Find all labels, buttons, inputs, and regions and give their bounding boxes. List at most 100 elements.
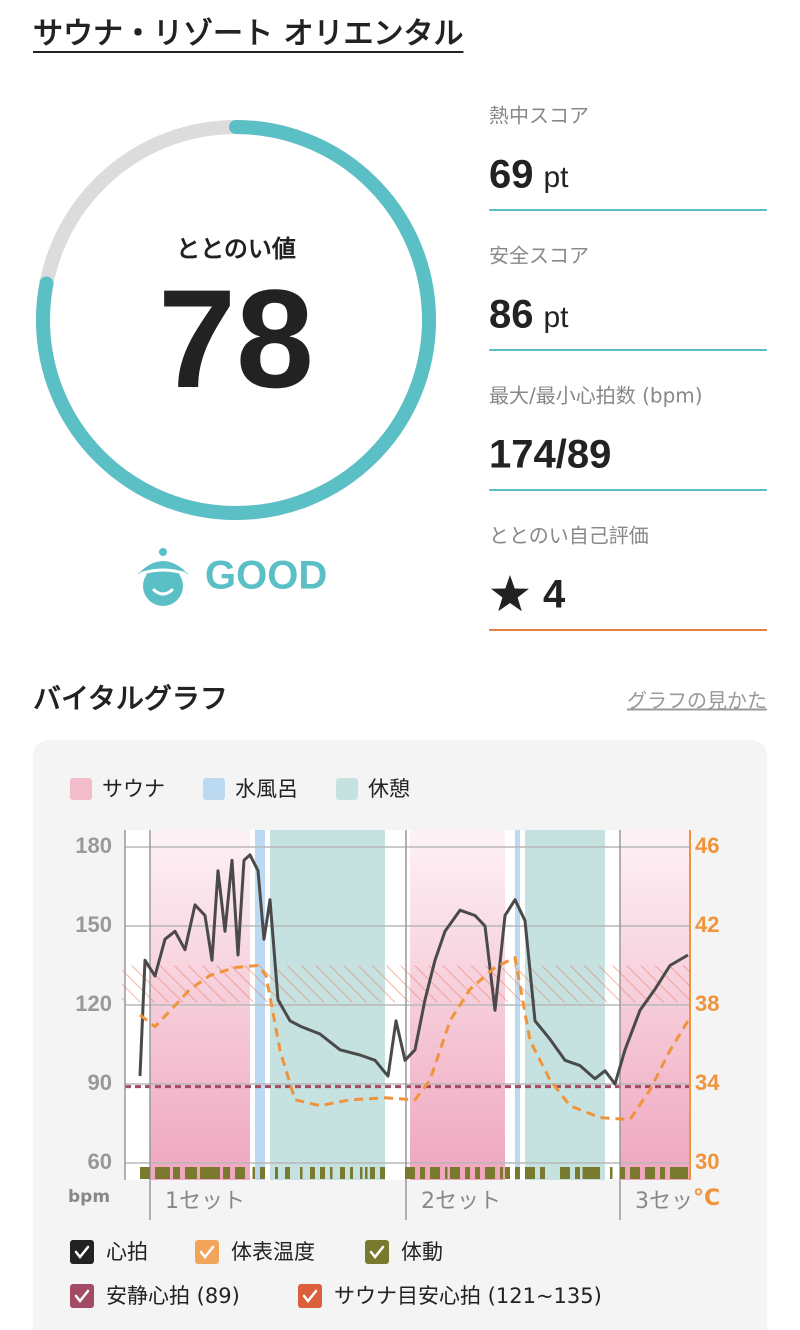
activity-bar: [260, 1167, 265, 1179]
series-line: [139, 956, 690, 1121]
activity-bar: [450, 1167, 460, 1179]
legend-checkbox[interactable]: [365, 1240, 389, 1264]
activity-bar: [200, 1167, 220, 1179]
legend-checkbox[interactable]: [298, 1284, 322, 1308]
activity-bar: [185, 1167, 197, 1179]
activity-bar: [505, 1167, 510, 1179]
activity-bar: [485, 1167, 495, 1179]
activity-bar: [350, 1167, 353, 1179]
set-label: 2セット: [421, 1189, 501, 1214]
help-link[interactable]: グラフの見かた: [627, 689, 767, 713]
activity-bar: [370, 1167, 375, 1179]
activity-bar: [235, 1167, 245, 1179]
zone-swatch: [70, 778, 92, 800]
rating-icon: [138, 548, 188, 606]
activity-bar: [173, 1167, 180, 1179]
stat-value: 69: [489, 153, 534, 197]
activity-bar: [445, 1167, 448, 1179]
activity-bar: [340, 1167, 345, 1179]
stat-unit: pt: [544, 301, 570, 334]
y-tick-label: 60: [88, 1149, 112, 1174]
activity-bar: [252, 1167, 255, 1179]
stat-label: 安全スコア: [489, 244, 589, 268]
legend-label: 体動: [401, 1240, 443, 1264]
gauge-value: 78: [158, 260, 314, 417]
activity-bar: [670, 1167, 688, 1179]
activity-bar: [515, 1167, 520, 1179]
checkbox-box: [195, 1240, 219, 1264]
zone-swatch: [203, 778, 225, 800]
gauge-label: ととのい値: [176, 235, 296, 263]
activity-bar: [275, 1167, 278, 1179]
stat-label: 熱中スコア: [489, 104, 589, 128]
checkbox-check: [74, 1289, 90, 1304]
activity-bar: [405, 1167, 415, 1179]
page-title: サウナ・リゾート オリエンタル: [33, 17, 463, 52]
y-tick-label: 180: [75, 833, 112, 858]
activity-bar: [540, 1167, 545, 1179]
section-title: バイタルグラフ: [33, 682, 228, 715]
zone-legend: サウナ: [102, 777, 165, 801]
stat-label: 最大/最小心拍数 (bpm): [489, 384, 703, 408]
activity-bar: [140, 1167, 150, 1179]
activity-bar: [430, 1167, 440, 1179]
checkbox-box: [298, 1284, 322, 1308]
y2-tick-label: 34: [695, 1070, 720, 1095]
activity-bar: [380, 1167, 385, 1179]
y2-tick-label: 38: [695, 991, 719, 1016]
activity-bar: [575, 1167, 580, 1179]
checkbox-check: [369, 1245, 385, 1260]
set-label: 3セット: [635, 1189, 715, 1214]
y2-tick-label: 30: [695, 1149, 719, 1174]
y-tick-label: 120: [75, 991, 112, 1016]
legend-label: 安静心拍 (89): [106, 1284, 240, 1308]
activity-bar: [300, 1167, 303, 1179]
y-tick-label: 150: [75, 912, 112, 937]
activity-bar: [310, 1167, 315, 1179]
legend-checkbox[interactable]: [70, 1240, 94, 1264]
activity-bar: [630, 1167, 640, 1179]
legend-label: サウナ目安心拍 (121~135): [334, 1284, 602, 1308]
gauge-arc: [36, 120, 436, 520]
gauge-rating: GOOD: [205, 554, 327, 598]
activity-bar: [155, 1167, 170, 1179]
activity-bar: [330, 1167, 333, 1179]
legend-checkbox[interactable]: [70, 1284, 94, 1308]
zone-swatch: [336, 778, 358, 800]
activity-bar: [223, 1167, 230, 1179]
y2-axis-unit: °C: [693, 1186, 720, 1211]
activity-bar: [582, 1167, 600, 1179]
y2-tick-label: 42: [695, 912, 719, 937]
checkbox-box: [365, 1240, 389, 1264]
zone-legend: 休憩: [368, 777, 410, 801]
set-labels: 1セット 2セット 3セット: [165, 1189, 715, 1214]
activity-bar: [360, 1167, 363, 1179]
activity-bar: [500, 1167, 503, 1179]
activity-bar: [365, 1167, 368, 1179]
activity-bar: [560, 1167, 570, 1179]
stat-value: 4: [543, 573, 566, 617]
activity-bar: [620, 1167, 625, 1179]
stat-value: 174/89: [489, 433, 611, 477]
y-tick-label: 90: [88, 1070, 112, 1095]
y2-tick-label: 46: [695, 833, 719, 858]
activity-bar: [285, 1167, 290, 1179]
legend-label: 体表温度: [231, 1240, 315, 1264]
set-label: 1セット: [165, 1189, 245, 1214]
checkbox-box: [70, 1284, 94, 1308]
checkbox-check: [302, 1289, 318, 1304]
stat-unit: pt: [544, 161, 570, 194]
series-line: [138, 853, 689, 1086]
activity-bar: [660, 1167, 665, 1179]
star-icon: [491, 575, 529, 612]
legend-checkbox[interactable]: [195, 1240, 219, 1264]
stat-label: ととのい自己評価: [489, 524, 649, 548]
checkbox-check: [199, 1245, 215, 1260]
activity-bar: [645, 1167, 655, 1179]
activity-bar: [475, 1167, 480, 1179]
activity-bar: [525, 1167, 535, 1179]
checkbox-check: [74, 1245, 90, 1260]
activity-bar: [610, 1167, 613, 1179]
zone-legend: 水風呂: [235, 777, 298, 801]
